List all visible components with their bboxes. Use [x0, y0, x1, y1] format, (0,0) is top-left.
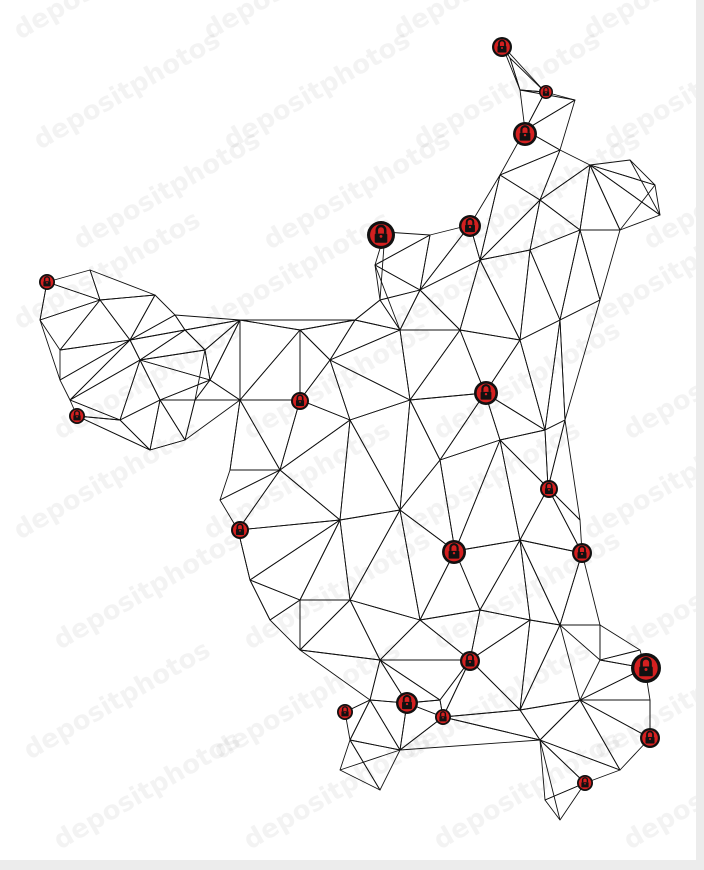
lock-icon — [513, 122, 537, 146]
lock-icon — [39, 274, 55, 290]
mesh-edge — [619, 184, 656, 231]
lock-icon — [442, 540, 466, 564]
mesh-triangle — [539, 739, 586, 801]
svg-text:depositphotos: depositphotos — [429, 315, 626, 446]
mesh-edge — [149, 439, 186, 451]
mesh-edge — [374, 264, 401, 331]
mesh-triangle — [299, 319, 356, 361]
mesh-edge — [249, 579, 271, 621]
lock-markers — [39, 37, 661, 791]
lock-icon — [367, 221, 395, 249]
mesh-edge — [229, 399, 241, 471]
lock-icon — [337, 704, 353, 720]
svg-text:depositphotos: depositphotos — [389, 0, 586, 46]
svg-text:depositphotos: depositphotos — [49, 315, 246, 446]
mesh-triangle — [589, 164, 661, 231]
svg-text:depositphotos: depositphotos — [29, 25, 226, 156]
mesh-triangle — [519, 699, 581, 741]
lock-icon — [631, 653, 661, 683]
lock-icon — [435, 709, 451, 725]
lock-icon — [460, 651, 480, 671]
svg-text:depositphotos: depositphotos — [49, 525, 246, 656]
mesh-edge — [39, 319, 61, 381]
lock-icon — [572, 543, 592, 563]
svg-text:depositphotos: depositphotos — [49, 725, 246, 856]
mesh-triangle — [442, 659, 521, 718]
bottom-border-strip — [0, 860, 704, 870]
lock-icon — [459, 215, 481, 237]
lock-icon — [474, 381, 498, 405]
mesh-edge — [629, 159, 661, 216]
mesh-edge — [194, 349, 206, 401]
mesh-triangle — [99, 294, 156, 341]
svg-text:depositphotos: depositphotos — [19, 635, 216, 766]
lock-icon — [231, 521, 249, 539]
svg-text:depositphotos: depositphotos — [9, 415, 206, 546]
svg-text:depositphotos: depositphotos — [619, 525, 704, 656]
lock-icon — [539, 85, 553, 99]
lock-icon — [492, 37, 512, 57]
mesh-triangle — [299, 649, 381, 701]
svg-text:depositphotos: depositphotos — [429, 725, 626, 856]
svg-text:depositphotos: depositphotos — [639, 125, 704, 256]
mesh-edge — [539, 739, 561, 821]
lock-icon — [540, 480, 558, 498]
svg-text:depositphotos: depositphotos — [9, 0, 206, 46]
mesh-triangle — [579, 659, 646, 701]
triangulated-mesh — [39, 44, 661, 821]
mesh-triangle — [239, 319, 301, 401]
lock-icon — [69, 408, 85, 424]
svg-text:depositphotos: depositphotos — [239, 725, 436, 856]
mesh-triangle — [559, 299, 601, 421]
svg-text:depositphotos: depositphotos — [199, 0, 396, 46]
mesh-triangle — [239, 319, 356, 331]
mesh-triangle — [174, 314, 241, 331]
mesh-triangle — [129, 314, 186, 341]
mesh-triangle — [184, 399, 241, 441]
right-border-strip — [696, 0, 704, 870]
lock-icon — [396, 692, 418, 714]
lock-icon — [577, 775, 593, 791]
lock-icon — [640, 728, 660, 748]
mesh-edge — [339, 749, 401, 771]
svg-text:depositphotos: depositphotos — [619, 315, 704, 446]
lock-icon — [291, 392, 309, 410]
mesh-edge — [76, 415, 151, 451]
mesh-edge — [354, 299, 381, 321]
mesh-triangle — [349, 739, 401, 791]
